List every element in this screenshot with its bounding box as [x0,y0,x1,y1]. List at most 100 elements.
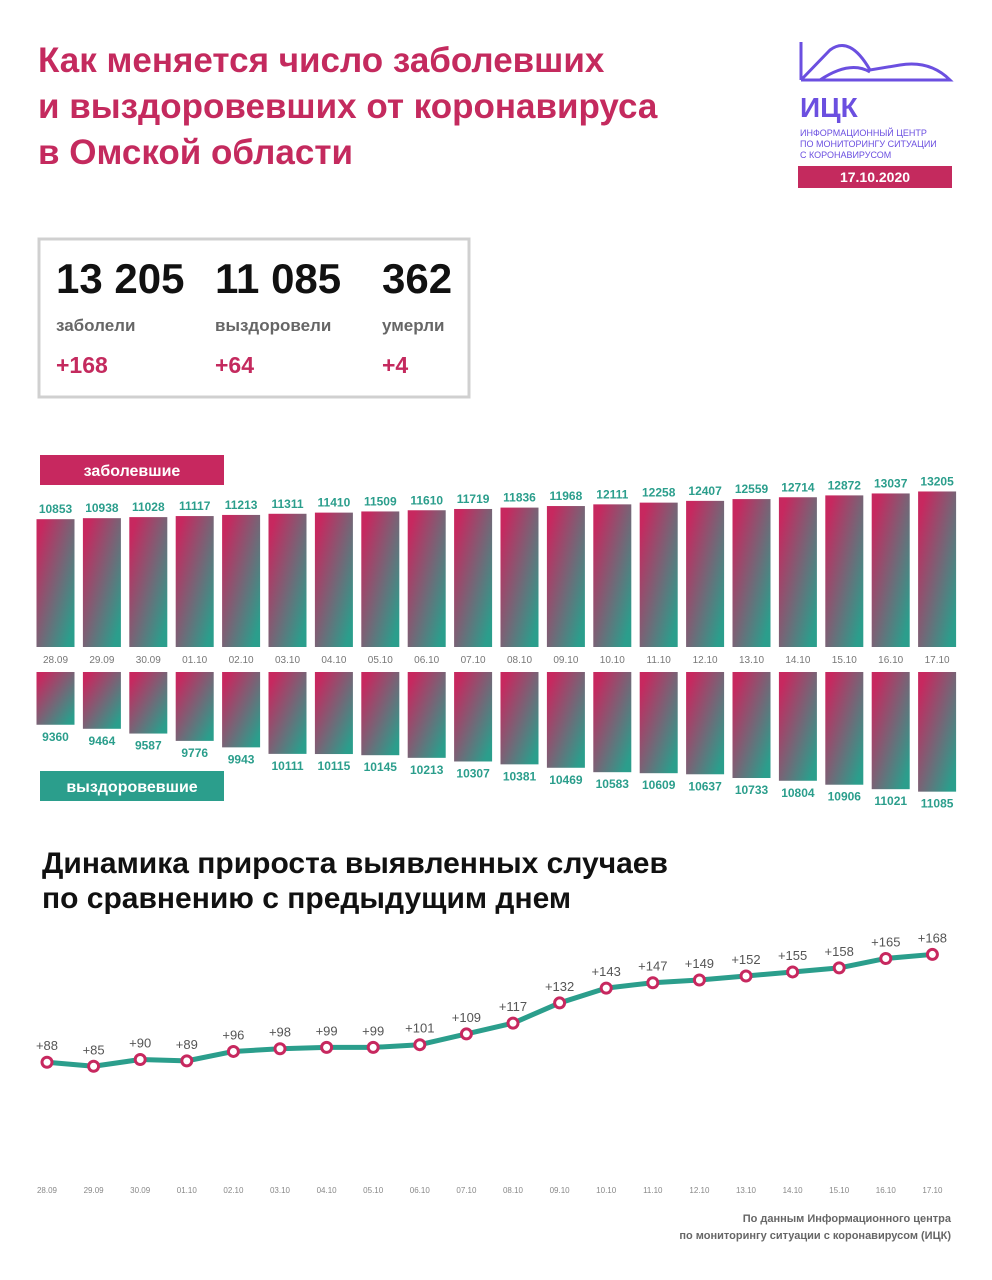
value-label: +98 [269,1025,291,1040]
summary-total: 13 205 [56,255,184,302]
value-label: 10469 [549,773,583,787]
bar [268,672,307,754]
marker [40,1055,54,1069]
value-label: +85 [83,1042,105,1057]
summary-label: умерли [382,316,444,335]
value-label: 9587 [135,739,162,753]
summary-label: заболели [56,316,135,335]
value-label: +89 [176,1037,198,1052]
bar [175,672,214,741]
logo-text: ИНФОРМАЦИОННЫЙ ЦЕНТР [800,127,927,138]
bar [639,502,678,647]
bar [175,516,214,647]
line-chart: +88 28.09 +85 29.09 +90 30.09 +89 01.10 +96 02.10… [36,930,947,1195]
legend-box [40,455,224,485]
value-label: 13037 [874,476,908,490]
line-title-line: по сравнению с предыдущим днем [42,882,571,915]
value-label: 10145 [364,760,398,774]
marker [506,1016,520,1030]
value-label: +147 [638,959,667,974]
marker [599,981,613,995]
marker [133,1053,147,1067]
value-label: 10381 [503,769,537,783]
marker [646,976,660,990]
x-tick-label: 13.10 [739,655,764,666]
summary-delta: +4 [382,352,408,378]
summary: 13 205 заболели +168 11 085 выздоровели +64 36… [56,255,452,378]
bar [871,672,910,790]
x-tick-label: 14.10 [785,655,810,666]
marker [832,961,846,975]
x-tick-label: 16.10 [876,1186,897,1195]
value-label: 10115 [318,759,351,773]
line-title-line: Динамика прироста выявленных случаев [42,847,668,880]
x-tick-label: 14.10 [783,1186,804,1195]
value-label: +99 [316,1023,338,1038]
x-tick-label: 10.10 [596,1186,617,1195]
bar [129,517,168,647]
x-tick-label: 15.10 [832,655,857,666]
bar [407,510,446,647]
marker [273,1042,287,1056]
summary-label: выздоровели [215,316,331,335]
x-tick-label: 30.09 [130,1186,151,1195]
bar [222,514,261,647]
value-label: +90 [129,1036,151,1051]
bar [82,518,121,647]
x-tick-label: 11.10 [647,655,672,666]
bar [918,672,957,792]
bar [686,672,725,775]
value-label: +152 [731,952,760,967]
x-tick-label: 01.10 [177,1186,198,1195]
logo-abbr: ИЦК [800,92,859,123]
x-tick-label: 03.10 [275,655,300,666]
value-label: 11719 [457,492,490,506]
value-label: 10213 [410,763,444,777]
bar [732,499,771,647]
value-label: +101 [405,1021,434,1036]
marker [553,996,567,1010]
bar [314,512,353,647]
bar [825,495,864,647]
x-tick-label: 29.09 [84,1186,105,1195]
bar [82,672,121,729]
title-line: и выздоровевших от коронавируса [38,87,658,126]
marker [226,1044,240,1058]
value-label: 12714 [781,480,815,494]
value-label: 10609 [642,778,676,792]
x-tick-label: 06.10 [410,1186,431,1195]
value-label: 11610 [410,493,443,507]
marker [413,1038,427,1052]
logo-text: С КОРОНАВИРУСОМ [800,150,891,160]
x-tick-label: 01.10 [182,655,207,666]
x-tick-label: 12.10 [689,1186,710,1195]
x-tick-label: 28.09 [43,655,68,666]
bar [407,672,446,758]
marker [87,1059,101,1073]
marker [925,947,939,961]
value-label: 12559 [735,482,769,496]
value-label: 13205 [920,474,954,488]
x-tick-label: 04.10 [317,1186,338,1195]
title-line: в Омской области [38,133,353,172]
marker [786,965,800,979]
value-label: +155 [778,948,807,963]
summary-delta: +168 [56,352,108,378]
value-label: +109 [452,1010,481,1025]
bar [546,506,585,647]
logo-text: ПО МОНИТОРИНГУ СИТУАЦИИ [800,139,937,149]
bar-chart: заболевшие 10853 10938 11028 11117 11213 11311… [36,455,957,811]
value-label: 11410 [318,496,351,510]
value-label: 11213 [225,498,258,512]
value-label: 10906 [828,790,862,804]
bar [546,672,585,768]
bar [222,672,261,748]
value-label: 9464 [89,734,116,748]
bar [732,672,771,779]
bar [639,672,678,774]
footer-line: По данным Информационного центра [743,1213,952,1225]
x-tick-label: 15.10 [829,1186,850,1195]
bar [268,513,307,647]
